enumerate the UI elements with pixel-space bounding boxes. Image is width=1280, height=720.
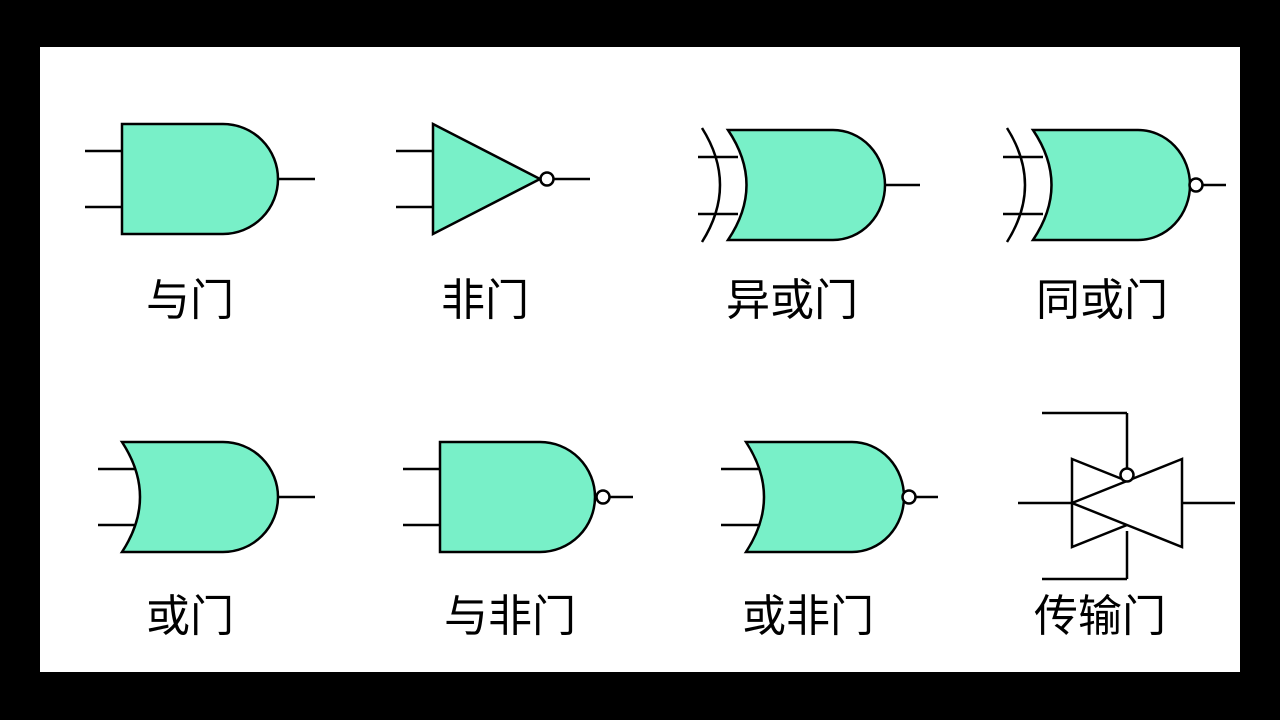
not-gate-label: 非门 [441,275,529,326]
or-gate-symbol [98,440,315,554]
or-gate-label: 或门 [146,591,234,642]
nor-gate-label: 或非门 [742,591,874,642]
not-gate-symbol [396,121,590,237]
diagram-canvas: 与门 非门 异或门 同或门 或门 与非门 或非门 传输门 [40,47,1240,672]
nand-gate-symbol [403,440,633,554]
inverter-bubble [1119,467,1135,483]
xor-gate-label: 异或门 [726,275,858,326]
transmission-gate-label: 传输门 [1034,591,1166,642]
inverter-bubble [1188,177,1204,193]
and-gate-label: 与门 [146,275,234,326]
inverter-bubble [901,489,917,505]
inverter-bubble [595,489,611,505]
inverter-bubble [539,171,555,187]
nor-gate-symbol [721,440,938,554]
logic-gates-diagram [85,121,1235,581]
xor-gate-symbol [698,127,920,243]
xnor-gate-symbol [1003,127,1226,243]
nand-gate-label: 与非门 [444,591,576,642]
and-gate-symbol [85,122,315,236]
xnor-gate-label: 同或门 [1036,275,1168,326]
transmission-gate-symbol [1018,411,1235,581]
